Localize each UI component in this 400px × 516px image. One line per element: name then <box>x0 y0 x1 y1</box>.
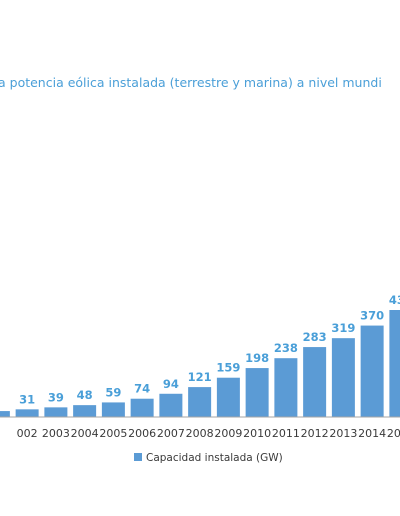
value-label-2013: 319 <box>331 321 355 335</box>
bar-2015 <box>389 310 400 417</box>
x-tick-2012: 2012 <box>301 427 329 440</box>
x-tick-2010: 2010 <box>243 427 271 440</box>
x-tick-2015: 2015 <box>387 427 400 440</box>
bar-2005 <box>101 402 125 417</box>
bar-2002 <box>15 409 39 417</box>
bar-2006 <box>130 398 154 417</box>
x-tick-2011: 2011 <box>272 427 300 440</box>
value-label-2004: 48 <box>77 388 93 402</box>
value-label-2007: 94 <box>163 377 179 391</box>
bar-2003 <box>44 407 68 417</box>
x-tick-2002: 002 <box>17 427 38 440</box>
chart-title: a potencia eólica instalada (terrestre y… <box>0 75 382 90</box>
value-label-2009: 159 <box>216 361 240 375</box>
bar-2013 <box>331 338 355 417</box>
x-tick-2008: 2008 <box>186 427 214 440</box>
value-label-2012: 283 <box>303 330 327 344</box>
x-tick-2013: 2013 <box>329 427 357 440</box>
x-tick-2009: 2009 <box>214 427 242 440</box>
x-tick-2007: 2007 <box>157 427 185 440</box>
value-label-2008: 121 <box>188 370 212 384</box>
bar-2007 <box>159 393 183 417</box>
legend-label: Capacidad instalada (GW) <box>146 452 283 464</box>
x-tick-2006: 2006 <box>128 427 156 440</box>
value-label-2011: 238 <box>274 341 298 355</box>
x-tick-2003: 2003 <box>42 427 70 440</box>
bar-2009 <box>216 377 240 417</box>
value-label-2006: 74 <box>134 382 150 396</box>
x-tick-labels: 002 2003 2004 2005 2006 2007 2008 2009 2010 2011 2… <box>17 427 400 440</box>
bar-2004 <box>73 405 97 417</box>
x-tick-2014: 2014 <box>358 427 386 440</box>
value-labels-layer: 3139485974941211591982382833193704334 <box>19 293 400 406</box>
value-label-2003: 39 <box>48 390 64 404</box>
x-tick-2005: 2005 <box>99 427 127 440</box>
bar-2001 <box>0 411 10 417</box>
bar-2014 <box>360 325 384 417</box>
bar-2010 <box>245 368 269 417</box>
value-label-2010: 198 <box>245 351 269 365</box>
legend-swatch <box>134 453 142 461</box>
bar-2011 <box>274 358 298 417</box>
bars-layer <box>0 310 400 417</box>
x-tick-2004: 2004 <box>71 427 99 440</box>
value-label-2014: 370 <box>360 309 384 323</box>
bar-2008 <box>188 387 212 417</box>
value-label-2005: 59 <box>105 385 121 399</box>
value-label-2015: 433 <box>389 293 400 307</box>
value-label-2002: 31 <box>19 392 35 406</box>
bar-2012 <box>303 347 327 417</box>
legend: Capacidad instalada (GW) <box>134 452 283 464</box>
